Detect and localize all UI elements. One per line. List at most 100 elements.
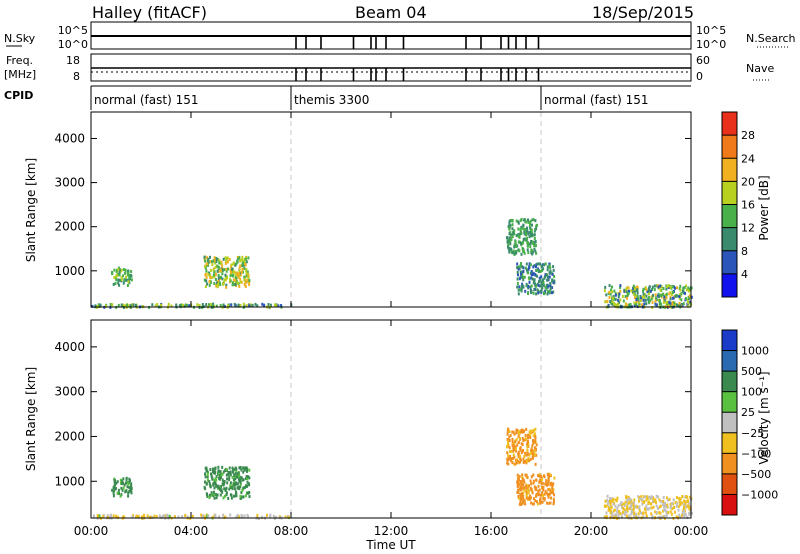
range-gate-cell: [91, 304, 94, 308]
range-gate-cell: [659, 504, 662, 508]
range-gate-cell: [518, 277, 521, 281]
range-gate-cell: [181, 515, 184, 519]
range-gate-cell: [518, 437, 521, 440]
range-gate-cell: [519, 454, 521, 458]
range-gate-cell: [224, 278, 227, 282]
range-gate-cell: [658, 299, 661, 302]
range-gate-cell: [528, 280, 531, 284]
range-gate-cell: [221, 264, 224, 268]
range-gate-cell: [231, 283, 234, 287]
nsearch-tick-bottom: 10^0: [696, 38, 726, 51]
range-gate-cell: [524, 460, 527, 464]
range-gate-cell: [617, 515, 620, 519]
range-gate-cell: [208, 283, 211, 287]
range-gate-cell: [511, 461, 514, 465]
range-gate-cell: [551, 279, 554, 283]
range-gate-cell: [206, 256, 209, 260]
range-gate-cell: [669, 291, 672, 295]
range-gate-cell: [206, 478, 209, 482]
range-gate-cell: [672, 498, 675, 502]
range-gate-cell: [509, 454, 512, 458]
range-gate-cell: [661, 515, 664, 519]
range-gate-cell: [549, 282, 552, 286]
range-gate-cell: [235, 494, 238, 498]
range-gate-cell: [208, 280, 211, 283]
range-gate-cell: [231, 470, 234, 474]
range-gate-cell: [531, 233, 533, 237]
colorbar-swatch: [722, 330, 737, 351]
nave-tick-top: 60: [696, 54, 710, 67]
range-gate-cell: [635, 298, 638, 302]
range-gate-cell: [525, 282, 528, 286]
range-gate-cell: [520, 442, 523, 446]
range-gate-cell: [648, 495, 651, 499]
range-gate-cell: [536, 274, 539, 278]
range-gate-cell: [226, 256, 229, 260]
range-gate-cell: [525, 492, 528, 495]
range-gate-cell: [530, 270, 533, 273]
range-gate-cell: [679, 497, 682, 501]
range-gate-cell: [539, 278, 542, 282]
range-gate-cell: [248, 468, 251, 472]
range-gate-cell: [214, 493, 217, 496]
range-gate-cell: [633, 285, 636, 289]
range-gate-cell: [519, 446, 522, 450]
range-gate-cell: [547, 278, 550, 282]
range-gate-cell: [647, 507, 649, 511]
velocity-gridlines: [290, 320, 542, 518]
range-gate-cell: [651, 300, 654, 304]
range-gate-cell: [232, 468, 235, 472]
range-gate-cell: [232, 281, 234, 285]
colorbar-swatch: [722, 273, 737, 297]
range-gate-cell: [206, 475, 209, 479]
range-gate-cell: [604, 285, 607, 289]
range-gate-cell: [662, 509, 664, 513]
range-gate-cell: [113, 481, 116, 484]
range-gate-cell: [125, 481, 127, 485]
range-gate-cell: [225, 285, 228, 289]
range-gate-cell: [122, 486, 125, 490]
range-gate-cell: [97, 304, 100, 308]
range-gate-cell: [93, 514, 95, 518]
range-gate-cell: [662, 292, 665, 296]
range-gate-cell: [545, 481, 548, 485]
range-gate-cell: [211, 276, 214, 279]
range-gate-cell: [206, 494, 209, 498]
range-gate-cell: [236, 281, 239, 285]
range-gate-cell: [544, 285, 547, 289]
range-gate-cell: [614, 303, 616, 307]
range-gate-cell: [236, 260, 239, 264]
colorbar-swatch: [722, 181, 737, 205]
range-gate-cell: [689, 287, 692, 291]
range-gate-cell: [619, 284, 622, 288]
range-gate-cell: [520, 217, 523, 221]
range-gate-cell: [541, 478, 543, 482]
range-gate-cell: [687, 295, 690, 299]
range-gate-cell: [274, 515, 277, 519]
range-gate-cell: [217, 269, 220, 273]
range-gate-cell: [247, 273, 250, 277]
range-gate-cell: [532, 434, 535, 438]
range-gate-cell: [603, 289, 606, 293]
range-gate-cell: [644, 511, 647, 515]
nave-label: Nave: [746, 62, 774, 75]
range-gate-cell: [650, 502, 653, 506]
range-gate-cell: [235, 277, 238, 281]
range-gate-cell: [272, 514, 275, 518]
colorbar-tick-label: 4: [741, 268, 748, 281]
range-gate-cell: [529, 436, 532, 439]
range-gate-cell: [535, 227, 538, 231]
range-gate-cell: [677, 304, 680, 308]
range-gate-cell: [203, 515, 206, 519]
range-gate-cell: [126, 284, 129, 287]
range-gate-cell: [654, 296, 657, 300]
range-gate-cell: [228, 471, 231, 475]
range-gate-cell: [151, 303, 154, 307]
range-gate-cell: [517, 234, 520, 238]
range-gate-cell: [530, 228, 533, 232]
range-gate-cell: [617, 298, 620, 302]
range-gate-cell: [120, 275, 123, 279]
range-gate-cell: [657, 285, 660, 289]
range-gate-cell: [671, 285, 674, 288]
range-gate-cell: [539, 270, 542, 273]
